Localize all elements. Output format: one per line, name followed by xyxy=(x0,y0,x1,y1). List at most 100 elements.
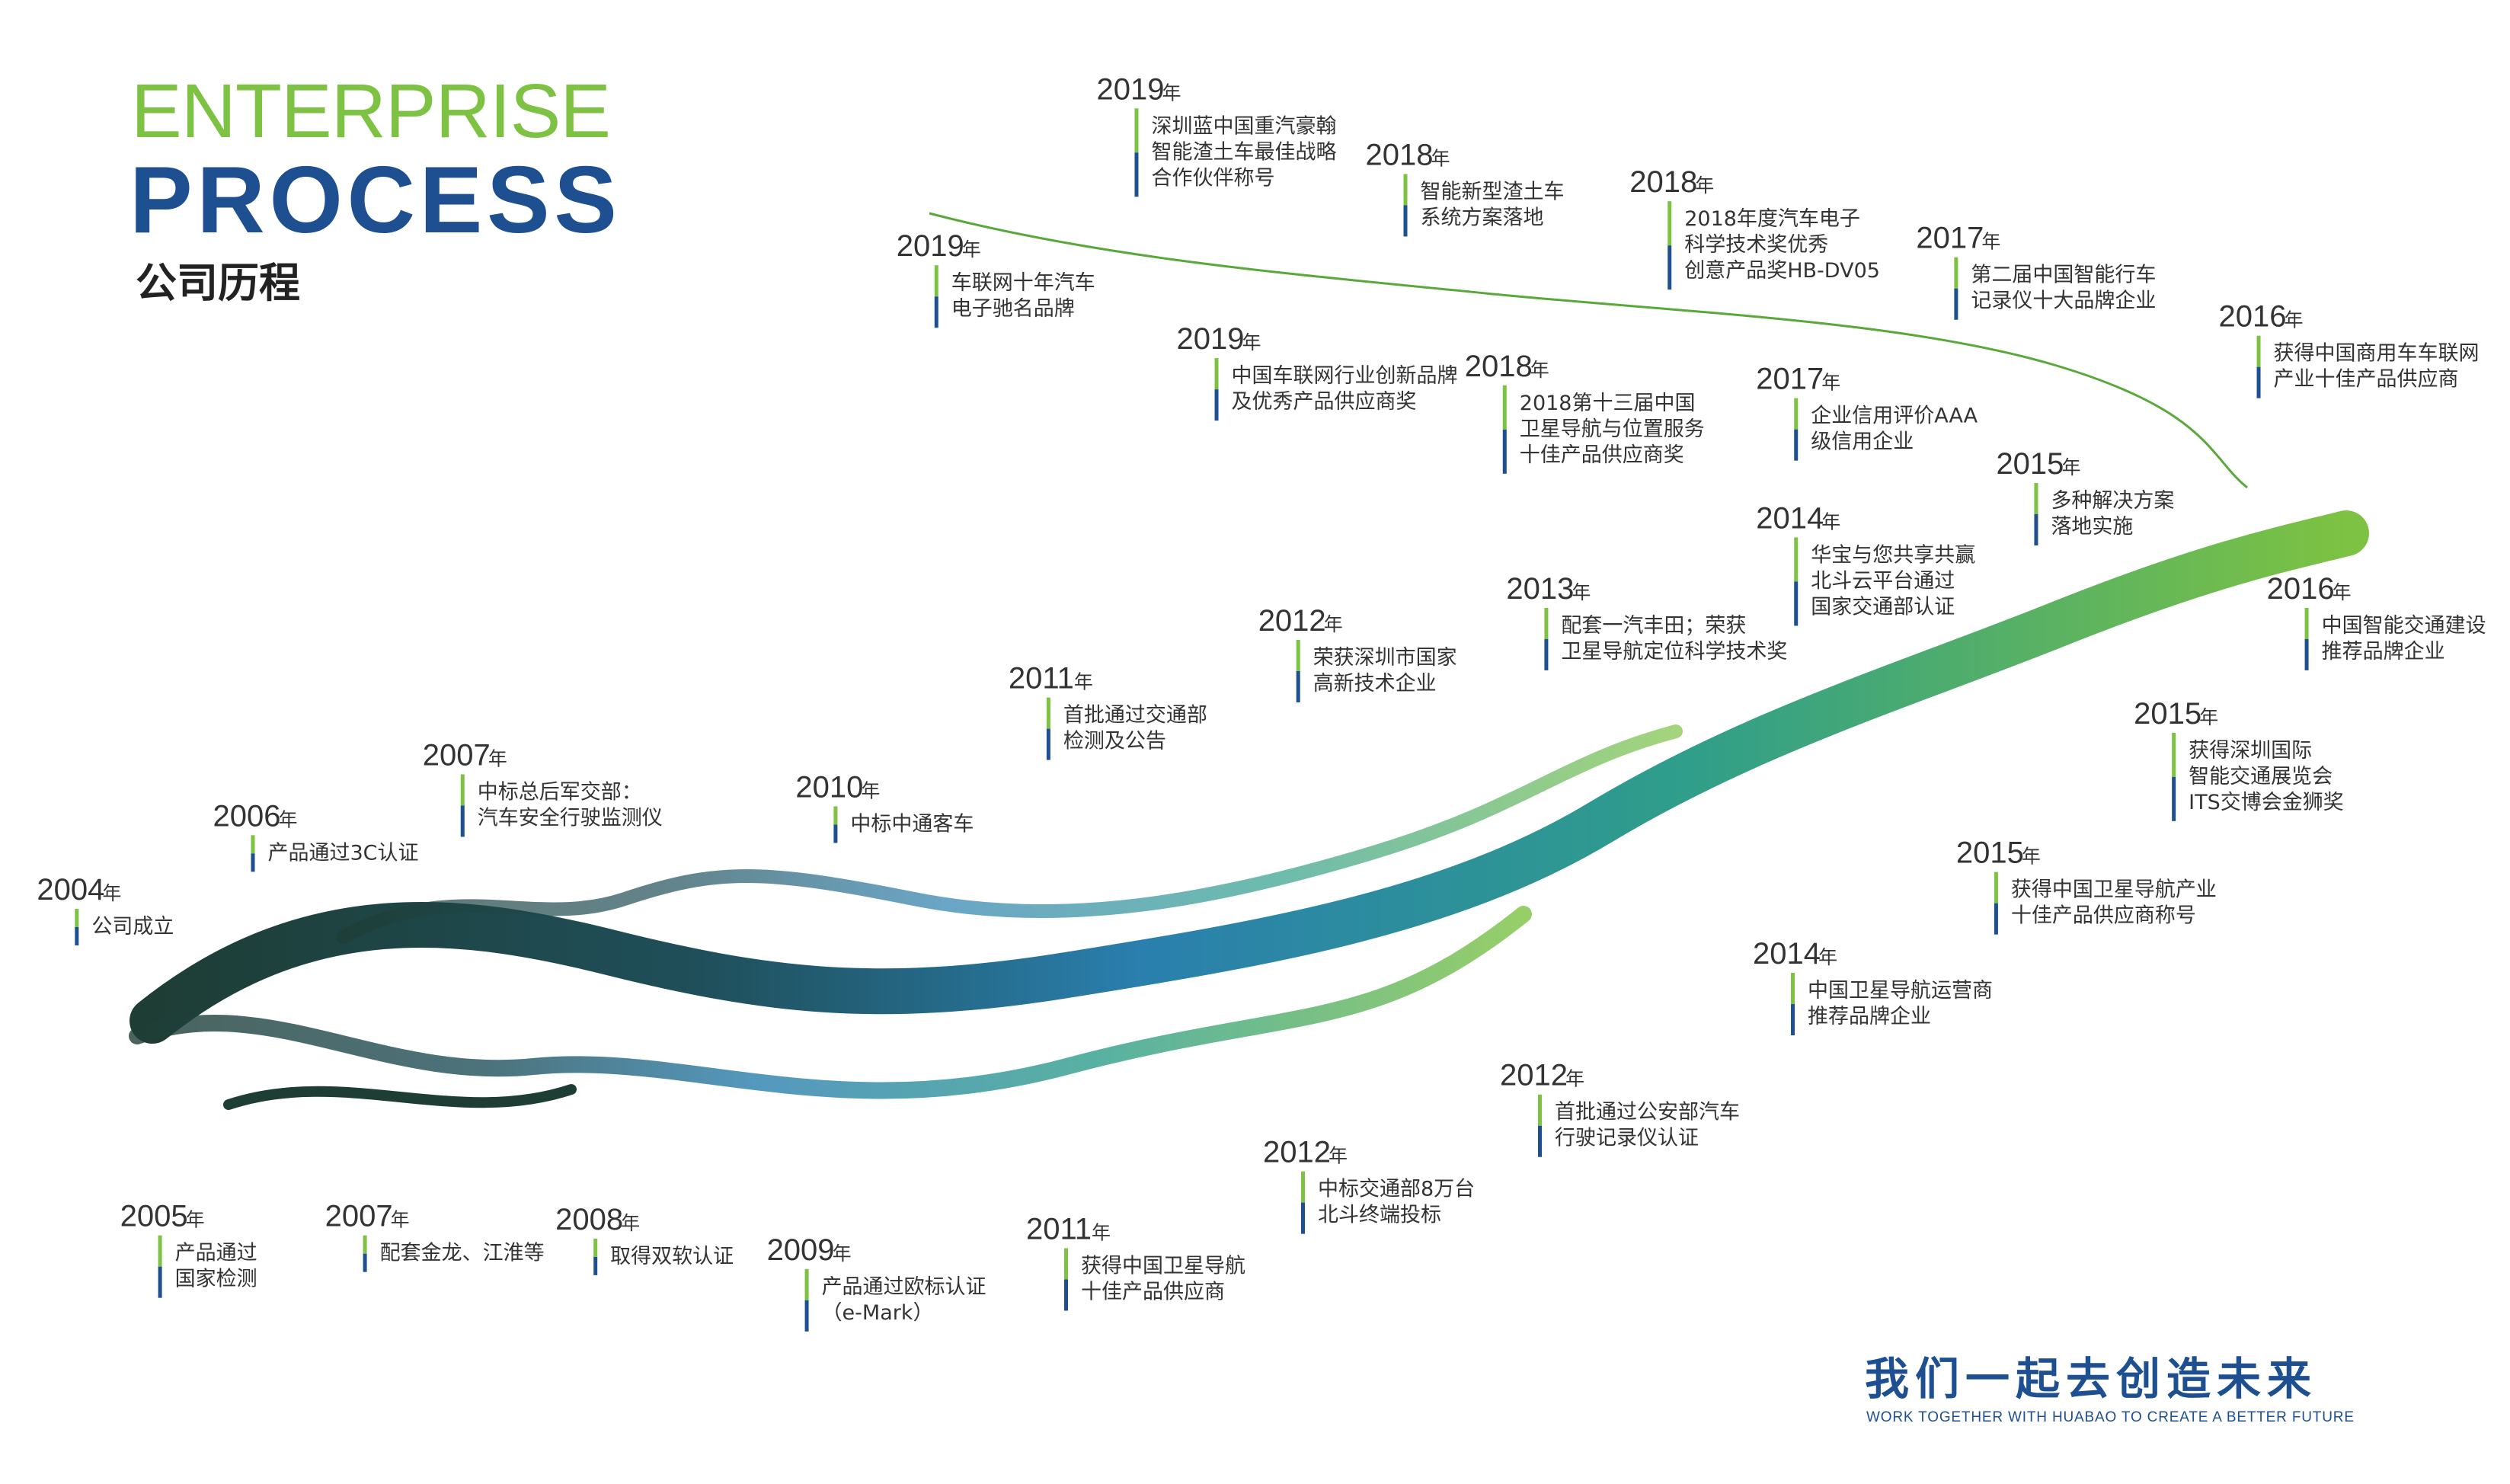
event-text: 深圳蓝中国重汽豪翰 xyxy=(1151,114,1336,138)
event-year: 2019 xyxy=(1177,322,1245,356)
event-bar-bottom xyxy=(1794,581,1799,626)
event-bar-bottom xyxy=(833,824,838,843)
event-text: 智能新型渣土车 xyxy=(1420,180,1564,203)
event-bar-bottom xyxy=(158,1266,162,1298)
event-text: 汽车安全行驶监测仪 xyxy=(478,806,663,830)
event-year: 2009 xyxy=(767,1233,835,1267)
event-text: 首批通过公安部汽车 xyxy=(1555,1101,1740,1124)
event-text: 产业十佳产品供应商 xyxy=(2274,368,2459,392)
event-bar-top xyxy=(1214,358,1219,390)
event-year: 2015 xyxy=(1996,447,2064,481)
event-text: 获得中国卫星导航 xyxy=(1081,1254,1245,1278)
event-text: 北斗云平台通过 xyxy=(1811,569,1955,593)
event-bar-bottom xyxy=(2304,638,2309,670)
event-bar-top xyxy=(1791,973,1795,1005)
event-year-unit: 年 xyxy=(621,1212,640,1234)
event-bar-top xyxy=(2256,335,2261,367)
event-year: 2004 xyxy=(37,873,104,907)
event-bar-top xyxy=(1296,639,1300,671)
event-year-unit: 年 xyxy=(1074,671,1093,693)
event-year-unit: 年 xyxy=(1329,1145,1348,1167)
event-text: 第二届中国智能行车 xyxy=(1971,264,2156,287)
event-bar-top xyxy=(593,1238,598,1257)
event-text: 中国车联网行业创新品牌 xyxy=(1232,364,1458,388)
event-bar-top xyxy=(1046,697,1050,729)
event-year-unit: 年 xyxy=(1695,174,1714,197)
event-text: 中标中通客车 xyxy=(850,812,974,836)
event-text: 配套一汽丰田；荣获 xyxy=(1561,614,1746,638)
event-bar-bottom xyxy=(934,296,938,328)
event-text: 中国智能交通建设 xyxy=(2322,614,2486,638)
event-bar-bottom xyxy=(1667,245,1672,290)
event-text: 科学技术奖优秀 xyxy=(1684,233,1828,257)
event-text: （e-Mark） xyxy=(822,1301,934,1325)
event-year: 2018 xyxy=(1465,350,1533,383)
event-bar-bottom xyxy=(75,926,79,945)
event-bar-bottom xyxy=(1214,389,1219,421)
event-year-unit: 年 xyxy=(1092,1221,1111,1243)
event-year-unit: 年 xyxy=(1324,613,1343,635)
event-text: 落地实施 xyxy=(2051,515,2133,539)
event-bar-bottom xyxy=(1403,205,1408,237)
event-text: 推荐品牌企业 xyxy=(1808,1005,1931,1028)
event-text: 中国卫星导航运营商 xyxy=(1808,979,1993,1003)
event-year: 2012 xyxy=(1258,604,1326,638)
event-bar-bottom xyxy=(2034,514,2038,546)
event-bar-top xyxy=(1301,1171,1306,1203)
event-text: 配套金龙、江淮等 xyxy=(380,1242,545,1265)
event-year: 2019 xyxy=(1096,72,1164,106)
event-year-unit: 年 xyxy=(2022,846,2041,868)
event-bar-top xyxy=(1502,385,1507,430)
event-text: 首批通过交通部 xyxy=(1063,704,1207,728)
event-bar-bottom xyxy=(251,853,255,872)
event-bar-top xyxy=(1538,1094,1543,1126)
event-bar-bottom xyxy=(804,1300,809,1332)
event-text: 合作伙伴称号 xyxy=(1151,166,1274,190)
event-text: 系统方案落地 xyxy=(1420,206,1543,229)
event-year-unit: 年 xyxy=(186,1209,205,1231)
event-text: 卫星导航与位置服务 xyxy=(1520,417,1705,441)
event-year: 2010 xyxy=(795,770,863,804)
event-text: 车联网十年汽车 xyxy=(951,271,1095,295)
event-bar-bottom xyxy=(1301,1202,1306,1234)
event-year-unit: 年 xyxy=(2061,456,2080,478)
event-bar-top xyxy=(2172,732,2176,777)
event-year-unit: 年 xyxy=(1242,331,1261,353)
event-year: 2017 xyxy=(1756,363,1824,396)
event-text: 电子驰名品牌 xyxy=(951,297,1075,321)
event-bar-top xyxy=(363,1235,367,1254)
event-year: 2006 xyxy=(213,799,280,833)
event-year-unit: 年 xyxy=(391,1209,410,1231)
event-year: 2015 xyxy=(1956,836,2024,870)
event-text: 十佳产品供应商 xyxy=(1081,1280,1225,1303)
event-year: 2018 xyxy=(1629,165,1697,199)
event-text: 国家检测 xyxy=(175,1268,257,1291)
event-year: 2013 xyxy=(1506,572,1574,606)
event-year: 2011 xyxy=(1009,662,1074,696)
event-bar-top xyxy=(158,1235,162,1267)
event-year-unit: 年 xyxy=(1821,372,1840,394)
event-bar-top xyxy=(1134,108,1139,153)
event-text: 取得双软认证 xyxy=(610,1245,734,1268)
header-title: ENTERPRISE xyxy=(131,69,611,154)
event-year-unit: 年 xyxy=(2333,581,2352,603)
event-text: 十佳产品供应商称号 xyxy=(2011,904,2196,928)
event-bar-bottom xyxy=(1954,288,1958,320)
event-bar-bottom xyxy=(1994,903,1998,935)
river-decoration xyxy=(129,212,2369,1110)
event-bar-top xyxy=(2034,483,2038,515)
header-title-strong: PROCESS xyxy=(129,148,617,253)
event-text: 北斗终端投标 xyxy=(1318,1204,1441,1227)
event-text: ITS交博会金狮奖 xyxy=(2189,791,2344,814)
event-text: 智能渣土车最佳战略 xyxy=(1151,140,1336,164)
